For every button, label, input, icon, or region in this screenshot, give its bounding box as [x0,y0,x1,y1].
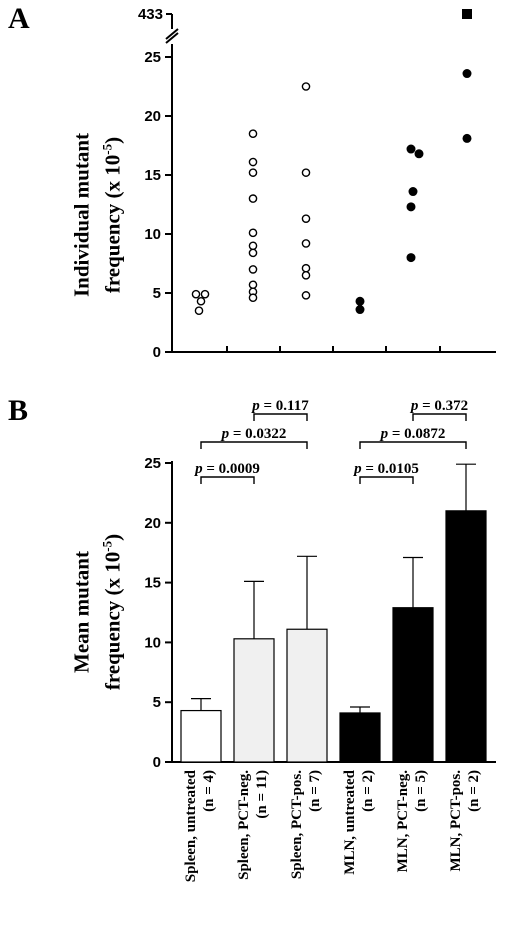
panel-a-axis-break-mark [165,28,179,40]
panel-a-y-tick-label: 20 [144,108,161,125]
panel-b-significance-bracket [200,476,255,484]
panel-a-data-point [248,228,258,238]
panel-b-category-name: Spleen, PCT-neg. [236,770,252,880]
panel-b-p-value-label: p = 0.0872 [379,426,446,442]
panel-a-data-point [414,149,424,159]
panel-b-p-value-label: p = 0.117 [250,398,309,414]
panel-b-category-label: MLN, untreated (n = 2) [342,769,376,874]
panel-b-category-name: MLN, untreated [342,769,358,874]
panel-b-p-value-label: p = 0.0009 [193,461,260,477]
panel-b-bar [339,712,381,763]
panel-b-category-name: MLN, PCT-neg. [395,770,411,873]
panel-a-data-point [462,69,472,79]
panel-b-bar [392,607,434,763]
panel-a-data-point [248,157,258,167]
panel-b-category-count: (n = 5) [413,770,429,812]
panel-b-category-count: (n = 11) [254,770,270,819]
panel-b-letter: B [8,394,29,427]
panel-a-data-point [194,306,204,316]
panel-b-bar [445,510,487,763]
panel-b-p-value-label: p = 0.0322 [220,426,287,442]
panel-a-y-tick-label: 0 [153,344,161,361]
panel-b-significance-bracket [359,441,467,449]
panel-b-bar [180,709,222,763]
panel-a-y-tick-label: 5 [153,285,161,302]
panel-a-data-point [406,202,416,212]
panel-a-data-point [462,133,472,143]
panel-b-category-count: (n = 7) [307,770,323,812]
panel-b-significance-bracket [200,441,308,449]
panel-b-category-count: (n = 2) [360,770,376,812]
panel-b-category-label: MLN, PCT-pos. (n = 2) [448,770,482,872]
panel-a-y-tick-label: 10 [144,226,161,243]
panel-b-y-tick-label: 20 [144,515,161,532]
panel-a-data-point [248,194,258,203]
panel-b-y-tick-label: 5 [153,694,161,711]
panel-a-data-point [301,82,311,91]
panel-a-letter: A [8,2,30,35]
panel-a-data-point [301,239,311,248]
panel-b-category-name: MLN, PCT-pos. [448,770,464,872]
panel-a-data-point-square [462,9,472,19]
panel-b-category-name: Spleen, untreated [183,769,199,882]
panel-b-category-label: Spleen, untreated (n = 4) [183,769,217,882]
panel-b-y-tick-label: 0 [153,754,161,771]
panel-a-data-point [248,168,258,177]
panel-b-bar [233,638,275,763]
panel-a-axis-break-mark [165,32,179,44]
panel-a-data-point [301,214,311,223]
panel-a-data-point [408,187,418,197]
panel-a-scatter-chart: 433 0 5 10 15 20 25 [138,6,496,361]
panel-b-y-tick-label: 10 [144,634,161,651]
panel-a-data-point [248,129,258,138]
panel-a-data-point [301,291,311,300]
panel-a-data-point [191,289,201,299]
panel-a-data-point [301,270,311,280]
panel-a-y-tick-label: 25 [144,49,161,66]
panel-a-data-point [355,305,365,315]
panel-a-data-point [196,296,206,306]
panel-b-category-count: (n = 4) [201,770,217,812]
panel-b-p-value-label: p = 0.0105 [352,461,419,477]
panel-a-break-tick-label: 433 [138,6,163,23]
panel-a-y-tick-label: 15 [144,167,161,184]
panel-b-category-label: MLN, PCT-neg. (n = 5) [395,770,429,873]
panel-a-data-point [248,293,258,303]
panel-b-significance-bracket [412,413,467,421]
panel-b-significance-bracket [359,476,414,484]
panel-b-category-label: Spleen, PCT-pos. (n = 7) [289,770,323,879]
panel-a-data-point [406,253,416,263]
panel-b-y-tick-label: 15 [144,575,161,592]
panel-b-p-value-label: p = 0.372 [409,398,468,414]
panel-a-data-point [248,248,258,258]
panel-a-data-point [248,265,258,274]
panel-b-y-tick-label: 25 [144,455,161,472]
panel-b-category-label: Spleen, PCT-neg. (n = 11) [236,770,270,880]
panel-a-data-point [406,144,416,154]
panel-a-data-point [200,289,210,299]
panel-b-category-count: (n = 2) [466,770,482,812]
panel-b-category-name: Spleen, PCT-pos. [289,770,305,879]
panel-b-significance-bracket [253,413,308,421]
panel-b-bar [286,628,328,763]
panel-a-data-point [301,168,311,177]
